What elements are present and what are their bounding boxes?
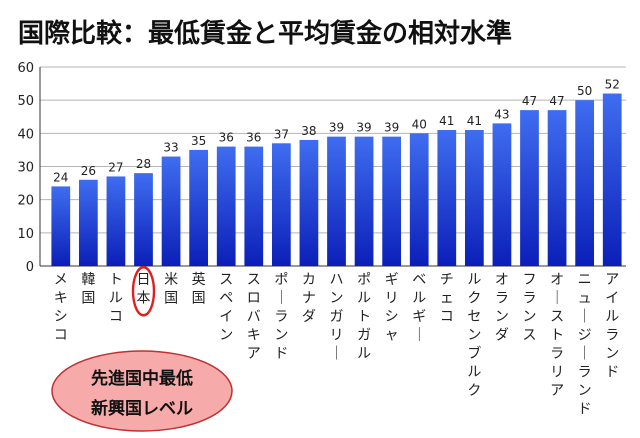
- category-label: ルクセンブルク: [467, 272, 481, 399]
- category-label: ポ｜ランド: [274, 272, 288, 362]
- data-label: 35: [191, 134, 206, 148]
- bar: [106, 176, 126, 266]
- category-label: オランダ: [495, 272, 509, 344]
- highlight-circle: [131, 266, 156, 317]
- data-label: 47: [549, 94, 564, 108]
- category-label: オ｜ストラリア: [550, 272, 564, 399]
- bar: [520, 110, 539, 266]
- data-label: 38: [301, 124, 316, 138]
- category-label: 韓国: [81, 272, 95, 307]
- bar: [244, 146, 264, 266]
- bar: [299, 139, 319, 266]
- category-label: トルコ: [109, 272, 123, 325]
- data-label: 39: [356, 121, 371, 135]
- bar: [547, 110, 567, 266]
- data-label: 39: [329, 121, 344, 135]
- bar: [437, 130, 457, 266]
- callout-bubble: [51, 350, 233, 432]
- data-label: 33: [163, 141, 178, 155]
- category-label: ハンガリ｜: [330, 272, 344, 362]
- bar: [216, 146, 236, 266]
- data-label: 36: [246, 131, 261, 145]
- category-label: ポルトガル: [357, 272, 371, 362]
- data-label: 41: [467, 114, 482, 128]
- data-label: 26: [81, 164, 96, 178]
- y-tick-label: 0: [26, 260, 34, 275]
- category-label: スロバキア: [247, 272, 261, 362]
- bar: [354, 136, 374, 266]
- data-label: 41: [439, 114, 454, 128]
- bar: [134, 173, 153, 266]
- data-label: 24: [53, 170, 68, 184]
- data-label: 36: [219, 131, 234, 145]
- category-label: ニュ｜ジ｜ランド: [578, 272, 592, 418]
- data-label: 52: [605, 78, 620, 92]
- bar: [78, 179, 98, 266]
- category-label: スペイン: [219, 272, 233, 344]
- category-label: メキシコ: [54, 272, 68, 344]
- y-tick-label: 50: [17, 94, 34, 109]
- category-label: カナダ: [302, 272, 316, 325]
- category-label: 英国: [192, 271, 206, 307]
- y-tick-label: 10: [17, 227, 34, 242]
- bar: [492, 123, 512, 266]
- data-label: 27: [108, 160, 123, 174]
- category-label: フランス: [523, 272, 537, 344]
- bars: [51, 93, 622, 267]
- category-label: アイルランド: [605, 272, 619, 381]
- labels: 0 10 20 30 40 50 60 24 メキシコ 26 韓国 27 トルコ 28 日本 33 米国 35 英国…: [17, 61, 619, 418]
- chart-title: 国際比較：最低賃金と平均賃金の相対水準: [18, 18, 512, 49]
- data-label: 28: [136, 157, 151, 171]
- bar: [382, 136, 402, 266]
- category-label: 日本: [137, 272, 151, 307]
- y-tick-label: 60: [17, 61, 34, 76]
- bar: [189, 149, 209, 266]
- y-tick-label: 20: [17, 194, 34, 209]
- data-label: 37: [274, 127, 289, 141]
- callout-line-1: 先進国中最低: [91, 368, 193, 389]
- y-tick-label: 30: [17, 161, 34, 176]
- bar: [271, 143, 291, 266]
- bar: [161, 156, 181, 266]
- callout-line-2: 新興国レベル: [91, 398, 193, 419]
- data-label: 50: [577, 84, 592, 98]
- data-label: 39: [384, 121, 399, 135]
- bar: [602, 93, 622, 267]
- y-tick-label: 40: [17, 127, 34, 142]
- category-label: ベルギ｜: [412, 272, 426, 344]
- category-label: チェコ: [440, 272, 454, 325]
- annotation-callout: 先進国中最低 新興国レベル: [51, 350, 233, 432]
- bar: [327, 136, 346, 266]
- bar: [51, 186, 71, 266]
- bar: [409, 133, 429, 266]
- bar: [464, 130, 484, 266]
- data-label: 43: [494, 107, 509, 121]
- bar: [575, 100, 595, 267]
- category-label: 米国: [164, 272, 178, 307]
- data-label: 40: [412, 117, 427, 131]
- category-label: ギリシャ: [385, 272, 399, 344]
- data-label: 47: [522, 94, 537, 108]
